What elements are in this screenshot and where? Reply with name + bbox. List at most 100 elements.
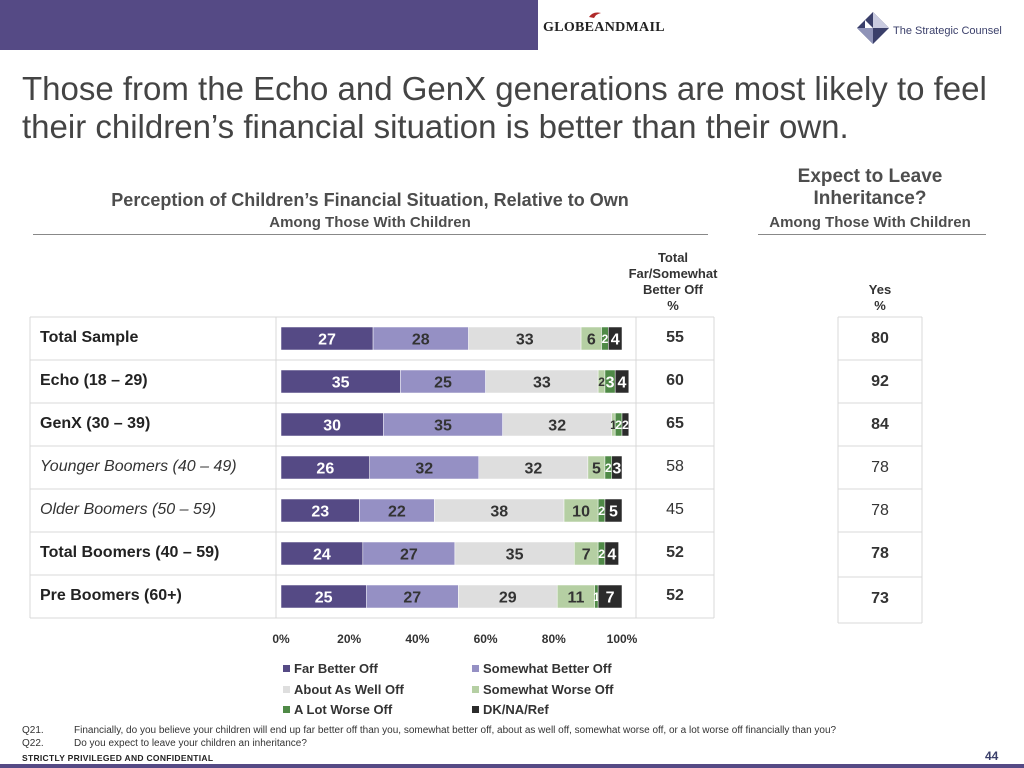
data-label: 32	[524, 460, 542, 477]
data-label: 30	[323, 417, 341, 434]
inheritance-table: 80 92 84 78 78 78 73	[838, 317, 922, 622]
data-label: 2	[598, 504, 605, 518]
header-band	[0, 0, 538, 50]
row-total-better-off: 58	[666, 458, 684, 475]
divider	[758, 234, 986, 235]
inheritance-yes-value: 73	[871, 590, 889, 607]
bar-segment	[604, 541, 619, 566]
data-label: 4	[607, 546, 616, 563]
bar-segment	[597, 584, 623, 609]
data-label: 4	[618, 374, 627, 391]
table-row: Echo (18 – 29) 60	[30, 360, 714, 403]
data-label: 7	[582, 546, 591, 563]
data-label: 35	[434, 417, 452, 434]
table-row: Younger Boomers (40 – 49) 58	[30, 446, 714, 489]
chart-subtitle: Among Those With Children	[269, 214, 471, 231]
inheritance-title: Expect to Leave Inheritance?	[797, 166, 943, 209]
row-total-better-off: 55	[666, 329, 684, 346]
x-tick-label: 80%	[542, 632, 566, 646]
inheritance-cell: 78	[838, 489, 922, 532]
slide-title: Those from the Echo and GenX generations…	[22, 70, 987, 145]
data-label: 33	[533, 374, 551, 391]
inheritance-yes-value: 80	[871, 330, 889, 347]
strategic-counsel-name: The Strategic Counsel	[893, 25, 1002, 37]
table-row: GenX (30 – 39) 65	[30, 403, 714, 446]
inheritance-cell: 73	[838, 577, 922, 620]
footnotes: Q21. Financially, do you believe your chi…	[22, 724, 1012, 750]
data-label: 22	[388, 503, 406, 520]
x-tick-label: 40%	[405, 632, 429, 646]
row-label: Total Sample	[40, 329, 139, 346]
legend-label: A Lot Worse Off	[294, 702, 393, 717]
legend-item: DK/NA/Ref	[472, 702, 549, 717]
legend-swatch	[472, 665, 479, 672]
bar-segment	[604, 498, 623, 523]
data-label: 7	[606, 589, 615, 606]
inheritance-yes-value: 92	[871, 373, 889, 390]
confidentiality-notice: STRICTLY PRIVILEGED AND CONFIDENTIAL	[22, 753, 214, 763]
data-label: 10	[572, 503, 590, 520]
legend-swatch	[283, 706, 290, 713]
data-label: 4	[611, 331, 620, 348]
x-tick-label: 60%	[474, 632, 498, 646]
x-tick-label: 20%	[337, 632, 361, 646]
x-tick-label: 0%	[272, 632, 290, 646]
page-number: 44	[985, 749, 999, 763]
inheritance-cell: 80	[838, 317, 922, 360]
legend-swatch	[472, 686, 479, 693]
footnote-number: Q21.	[22, 725, 44, 736]
row-label: Pre Boomers (60+)	[40, 587, 182, 604]
divider	[33, 234, 708, 235]
data-label: 5	[592, 460, 601, 477]
legend-label: Somewhat Worse Off	[483, 682, 614, 697]
bar-segment	[608, 326, 623, 351]
footnote: Q21. Financially, do you believe your chi…	[22, 724, 1012, 737]
row-total-better-off: 45	[666, 501, 684, 518]
inheritance-yes-value: 78	[871, 502, 889, 519]
row-label: Younger Boomers (40 – 49)	[40, 458, 237, 475]
data-label: 6	[587, 331, 596, 348]
data-label: 27	[318, 331, 336, 348]
inheritance-cell: 84	[838, 403, 922, 446]
row-label: GenX (30 – 39)	[40, 415, 151, 432]
total-better-off-column-header: Total Far/Somewhat Better Off %	[628, 250, 718, 313]
data-label: 27	[400, 546, 418, 563]
data-label: 1	[610, 418, 617, 432]
data-label: 27	[403, 589, 421, 606]
data-label: 26	[316, 460, 334, 477]
legend-item: A Lot Worse Off	[283, 702, 392, 717]
data-label: 23	[311, 503, 329, 520]
data-label: 2	[622, 418, 629, 432]
table-row: Pre Boomers (60+) 52	[30, 575, 714, 618]
data-label: 2	[602, 332, 609, 346]
legend-item: About As Well Off	[283, 682, 404, 697]
data-label: 2	[605, 461, 612, 475]
row-label: Echo (18 – 29)	[40, 372, 148, 389]
data-label: 11	[568, 589, 585, 606]
legend-label: About As Well Off	[294, 682, 404, 697]
footer-band	[0, 764, 1024, 768]
perception-table: Total Sample 55 Echo (18 – 29) 60 GenX (30 –…	[30, 317, 714, 619]
legend-item: Somewhat Better Off	[472, 661, 612, 676]
footnote-text: Financially, do you believe your childre…	[74, 725, 837, 736]
legend-label: DK/NA/Ref	[483, 702, 549, 717]
footnote-number: Q22.	[22, 738, 44, 749]
bar-segment	[621, 412, 630, 437]
table-row: Total Sample 55	[30, 317, 714, 360]
row-total-better-off: 52	[666, 587, 684, 604]
inheritance-cell: 78	[838, 446, 922, 489]
table-row: Total Boomers (40 – 59) 52	[30, 532, 714, 575]
data-label: 25	[434, 374, 452, 391]
inheritance-yes-value: 78	[871, 459, 889, 476]
data-label: 32	[548, 417, 566, 434]
inheritance-cell: 92	[838, 360, 922, 403]
table-row: Older Boomers (50 – 59) 45	[30, 489, 714, 532]
footnote-text: Do you expect to leave your children an …	[74, 738, 307, 749]
row-label: Older Boomers (50 – 59)	[40, 501, 217, 518]
legend-swatch	[472, 706, 479, 713]
data-label: 25	[315, 589, 333, 606]
data-label: 32	[415, 460, 433, 477]
legend-label: Far Better Off	[294, 661, 378, 676]
x-tick-label: 100%	[607, 632, 638, 646]
data-label: 1	[593, 590, 600, 604]
